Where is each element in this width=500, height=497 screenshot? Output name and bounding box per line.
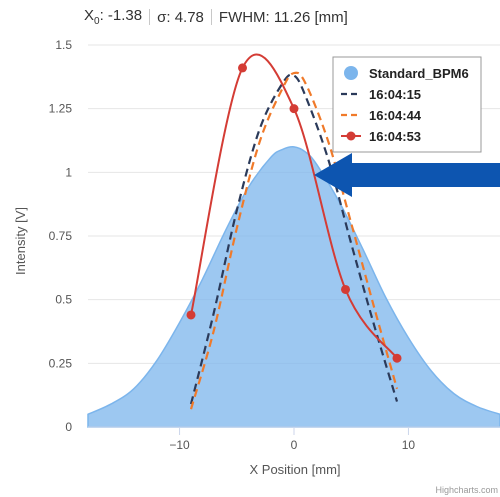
- x-tick-label: 10: [402, 438, 416, 452]
- series-16-04-53-point: [392, 353, 402, 363]
- arrow-head: [314, 153, 352, 197]
- x-tick-label: 0: [291, 438, 298, 452]
- legend-item-standard-bpm6[interactable]: Standard_BPM6: [344, 66, 469, 81]
- y-tick-label: 1: [65, 165, 72, 179]
- x-tick-label: −10: [169, 438, 190, 452]
- legend-label: 16:04:53: [369, 129, 421, 144]
- y-tick-label: 1.5: [55, 38, 72, 52]
- legend-label: 16:04:44: [369, 108, 422, 123]
- pointer-arrow: [314, 153, 500, 197]
- series-16-04-44-line: [189, 71, 399, 410]
- y-tick-label: 0.25: [49, 356, 73, 370]
- credits-link[interactable]: Highcharts.com: [435, 485, 498, 495]
- series-standard-bpm6-area: [87, 146, 500, 428]
- series-16-04-15-line: [189, 73, 399, 405]
- legend-symbol: [344, 66, 358, 80]
- sigma-stat: σ: 4.78: [157, 8, 204, 26]
- legend-item-16-04-44[interactable]: 16:04:44: [341, 108, 422, 123]
- y-tick-label: 1.25: [49, 102, 73, 116]
- series-area-layer: [87, 146, 500, 428]
- y-axis: 0 0.25 0.5 0.75 1 1.25 1.5: [49, 38, 73, 434]
- y-tick-label: 0.75: [49, 229, 73, 243]
- legend-item-16-04-15[interactable]: 16:04:15: [341, 87, 421, 102]
- series-16-04-53-point: [289, 104, 299, 114]
- legend-symbol-marker: [346, 131, 356, 141]
- series-16-04-53-line: [190, 53, 398, 359]
- beam-statistics: X0: -1.38 σ: 4.78 FWHM: 11.26 [mm]: [84, 6, 348, 28]
- series-16-04-53-point: [238, 63, 247, 73]
- series-line-layer: [186, 53, 402, 410]
- legend[interactable]: Standard_BPM6 16:04:15 16:04:44 16:04:53: [332, 56, 482, 153]
- arrow-shaft: [350, 163, 500, 187]
- x0-stat: X0: -1.38: [84, 7, 143, 27]
- stat-divider: [210, 9, 212, 25]
- x-axis: −10 0 10: [88, 426, 500, 452]
- stat-divider: [149, 9, 151, 25]
- legend-label: Standard_BPM6: [369, 66, 469, 81]
- y-tick-label: 0.5: [55, 293, 72, 307]
- legend-item-16-04-53[interactable]: 16:04:53: [341, 129, 421, 144]
- legend-label: 16:04:15: [369, 87, 421, 102]
- series-16-04-53-point: [341, 284, 350, 294]
- y-axis-title: Intensity [V]: [13, 207, 28, 275]
- series-16-04-53-point: [186, 310, 196, 320]
- y-tick-label: 0: [65, 420, 72, 434]
- x-axis-title: X Position [mm]: [249, 462, 340, 477]
- fwhm-stat: FWHM: 11.26 [mm]: [218, 8, 348, 26]
